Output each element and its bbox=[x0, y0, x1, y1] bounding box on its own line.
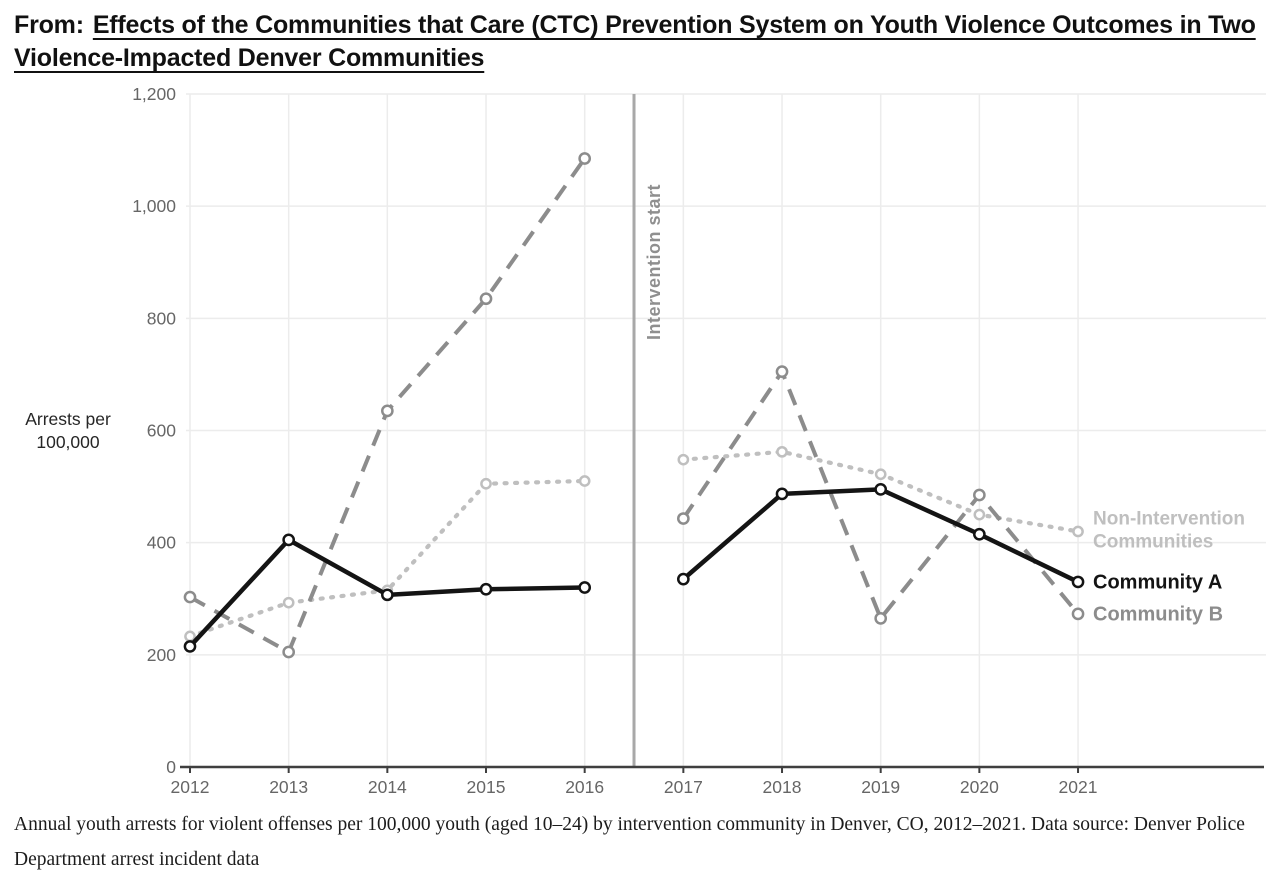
x-tick-label: 2013 bbox=[269, 777, 308, 797]
y-tick-label: 600 bbox=[147, 421, 176, 441]
y-tick-label: 200 bbox=[147, 645, 176, 665]
data-point-non-intervention-communities bbox=[184, 630, 196, 643]
data-point-non-intervention-communities bbox=[677, 453, 690, 466]
y-tick-label: 800 bbox=[147, 308, 176, 328]
data-point-community-a bbox=[183, 640, 197, 653]
x-tick-label: 2017 bbox=[664, 777, 703, 797]
data-point-community-a bbox=[578, 581, 592, 594]
data-point-community-b bbox=[874, 612, 888, 625]
y-axis-title: 100,000 bbox=[36, 432, 100, 452]
x-tick-label: 2015 bbox=[467, 777, 506, 797]
data-point-community-a bbox=[282, 533, 296, 547]
data-point-non-intervention-communities bbox=[973, 508, 986, 521]
data-point-community-b bbox=[578, 152, 592, 165]
data-point-non-intervention-communities bbox=[282, 596, 295, 609]
source-link[interactable]: Effects of the Communities that Care (CT… bbox=[14, 11, 1256, 72]
x-tick-label: 2019 bbox=[861, 777, 900, 797]
legend-community-a: Community A bbox=[1093, 571, 1222, 593]
data-point-community-a bbox=[380, 588, 394, 602]
x-tick-label: 2016 bbox=[565, 777, 604, 797]
data-point-community-a bbox=[973, 527, 986, 541]
data-point-community-a bbox=[677, 572, 690, 586]
data-point-community-b bbox=[183, 590, 197, 604]
y-axis-title: Arrests per bbox=[25, 409, 111, 429]
data-point-non-intervention-communities bbox=[874, 468, 887, 481]
data-point-non-intervention-communities bbox=[578, 475, 591, 487]
data-point-community-b bbox=[479, 292, 493, 306]
data-point-community-b bbox=[380, 404, 394, 418]
chart-caption: Annual youth arrests for violent offense… bbox=[14, 814, 1245, 870]
y-tick-label: 1,200 bbox=[132, 84, 176, 104]
chart-canvas: Intervention start 0 200 400 600 800 1,000 1,20… bbox=[25, 84, 1266, 797]
data-point-community-b bbox=[973, 488, 986, 502]
data-point-non-intervention-communities bbox=[480, 477, 492, 490]
y-tick-label: 0 bbox=[166, 757, 176, 777]
title-prefix: From: bbox=[14, 11, 84, 39]
data-point-community-b bbox=[1071, 607, 1085, 621]
x-tick-label: 2014 bbox=[368, 777, 407, 797]
data-point-community-a bbox=[775, 487, 789, 501]
data-point-community-b bbox=[775, 365, 789, 378]
x-tick-label: 2021 bbox=[1059, 777, 1098, 797]
series-line-community-b bbox=[681, 369, 1080, 621]
legend-non-intervention-communities: Non-Intervention bbox=[1093, 508, 1245, 529]
data-point-non-intervention-communities bbox=[776, 445, 788, 458]
legend-non-intervention-communities: Communities bbox=[1093, 531, 1213, 552]
data-point-community-a bbox=[874, 483, 888, 496]
x-tick-label: 2018 bbox=[763, 777, 802, 797]
x-tick-label: 2012 bbox=[171, 777, 210, 797]
data-point-community-b bbox=[282, 645, 296, 659]
series-line-non-intervention-communities bbox=[187, 478, 587, 639]
data-point-non-intervention-communities bbox=[1072, 525, 1084, 538]
y-tick-label: 400 bbox=[147, 533, 176, 553]
data-point-community-b bbox=[677, 512, 690, 525]
x-tick-label: 2020 bbox=[960, 777, 999, 797]
page-title: From: Effects of the Communities that Car… bbox=[0, 0, 1280, 75]
intervention-label: Intervention start bbox=[644, 184, 664, 340]
data-point-community-a bbox=[479, 582, 493, 596]
legend-community-b: Community B bbox=[1093, 603, 1223, 625]
data-point-community-a bbox=[1071, 575, 1085, 589]
y-tick-label: 1,000 bbox=[132, 196, 176, 216]
chart-area: Intervention start 0 200 400 600 800 1,000 1,20… bbox=[0, 78, 1281, 798]
